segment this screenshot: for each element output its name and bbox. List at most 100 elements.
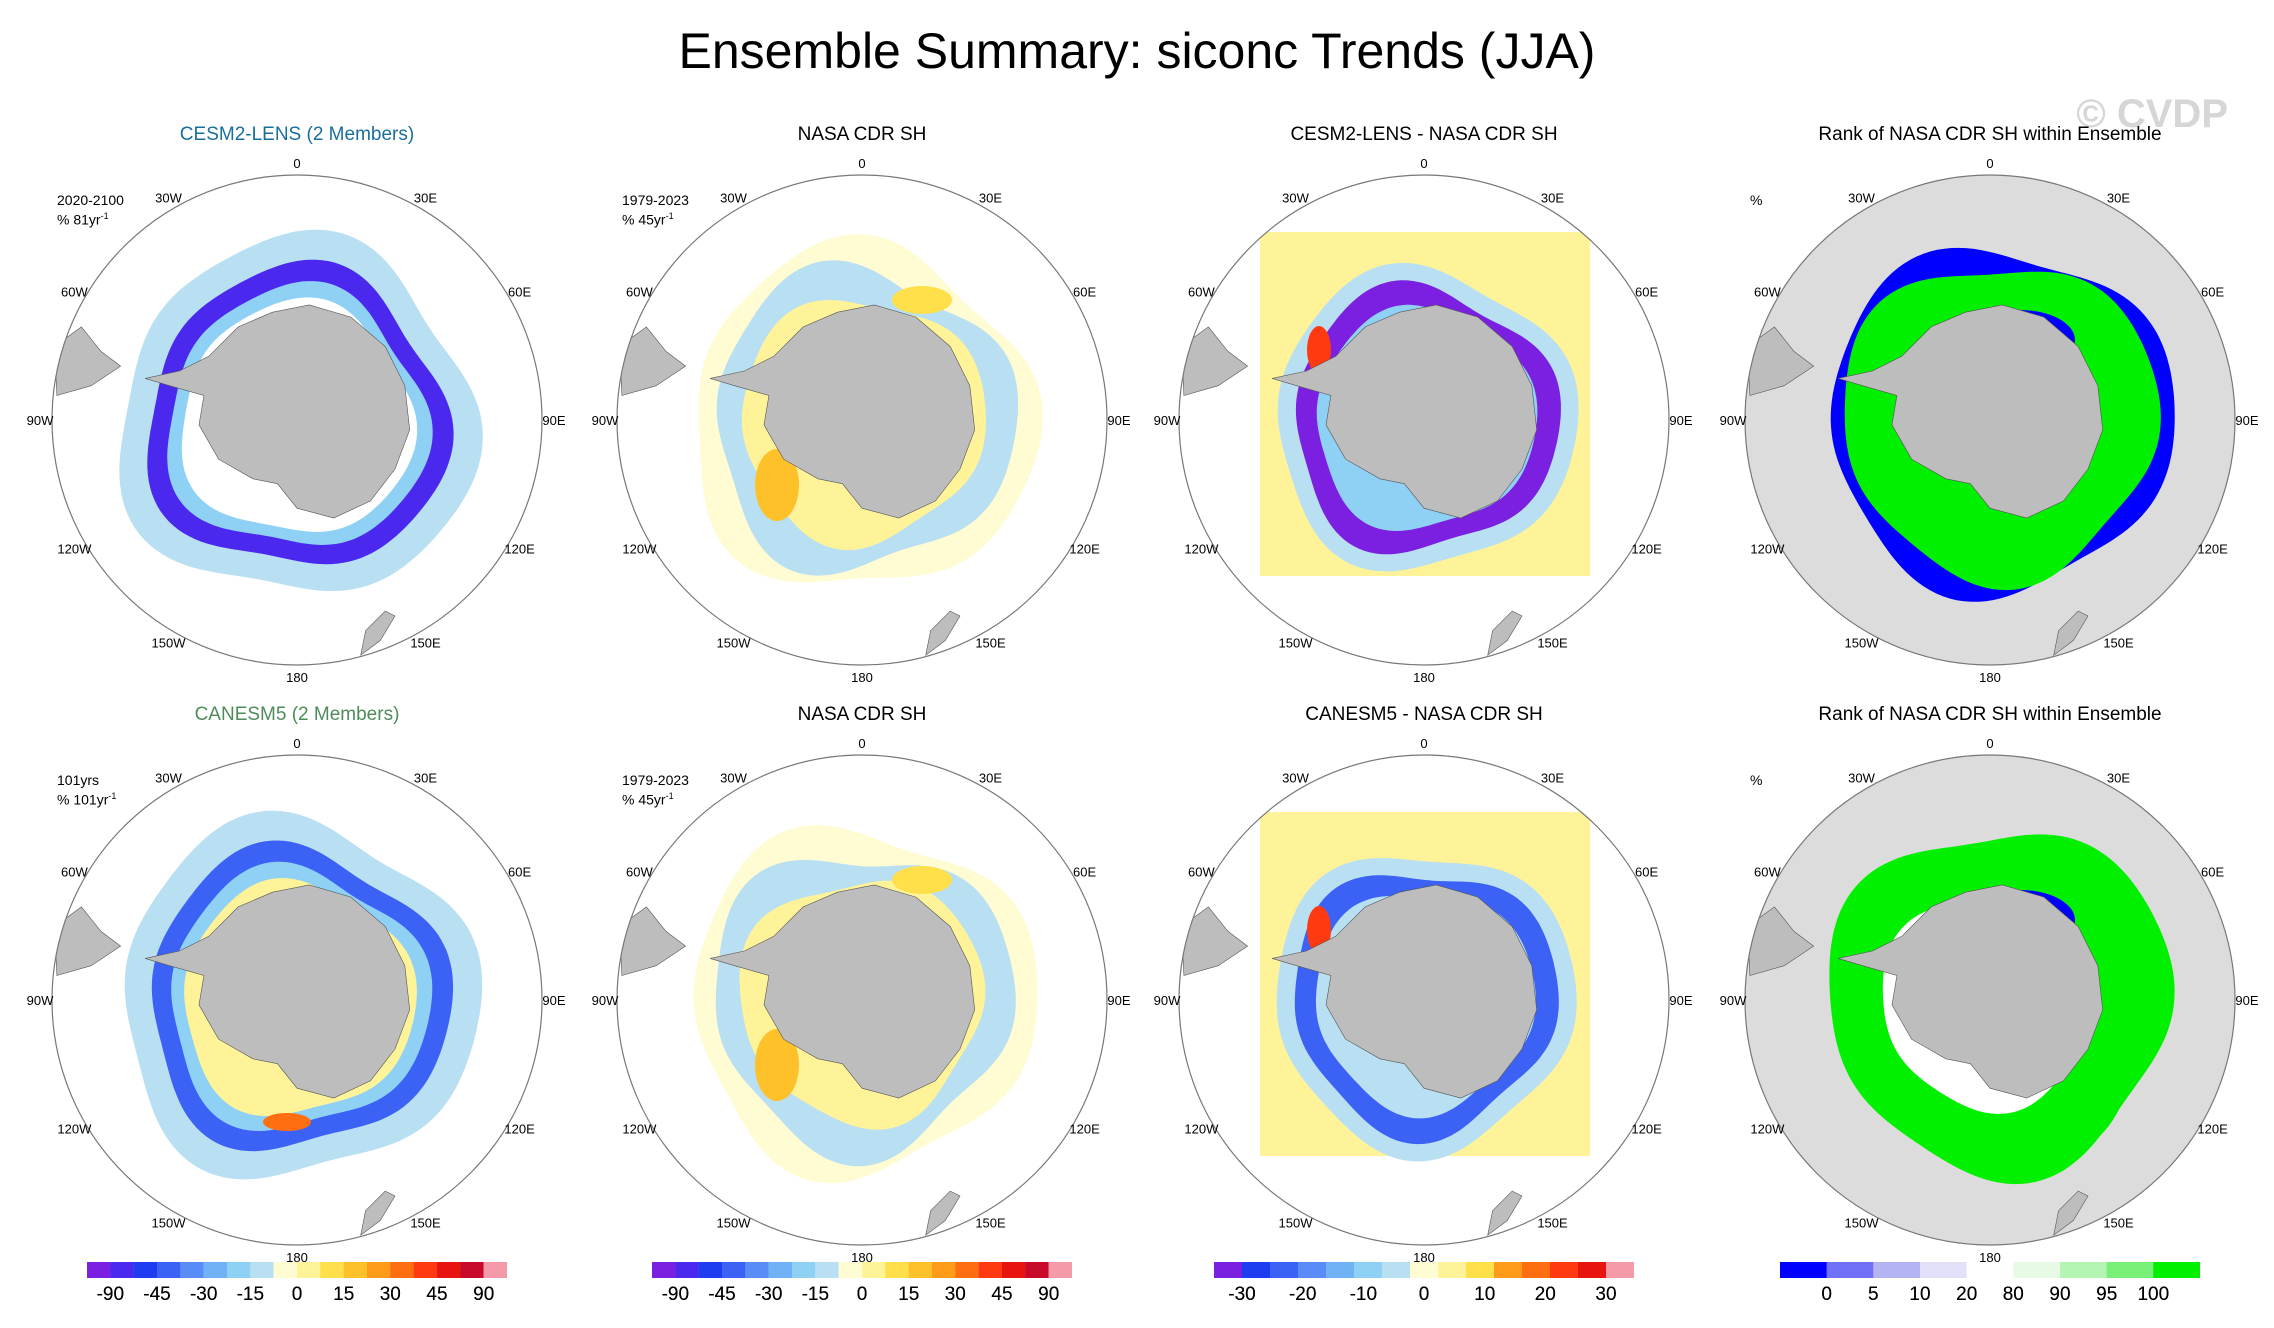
colorbar-label: 30 [380, 1284, 401, 1305]
colorbar-swatch [1048, 1262, 1072, 1278]
lon-label: 60W [1188, 865, 1215, 880]
map-panel-r1c3: 0 30E 60E 90E 120E 150E 180 150W 120W 90W 60W 30W [1154, 156, 1693, 685]
lon-label: 60E [2201, 285, 2224, 300]
colorbar-label: -45 [143, 1284, 170, 1305]
panel-note-line1: % [1750, 192, 1763, 208]
colorbar-label: 45 [426, 1284, 447, 1305]
lon-label: 60E [508, 865, 531, 880]
lon-label: 90W [1154, 413, 1181, 428]
lon-label: 30W [1848, 190, 1875, 205]
colorbar-swatch [815, 1262, 839, 1278]
colorbar-label: -30 [1228, 1284, 1255, 1305]
south-america-land [1181, 906, 1249, 976]
lon-label: 150E [410, 636, 441, 651]
colorbar-label: -30 [755, 1284, 782, 1305]
lon-label: 0 [1420, 156, 1427, 171]
lon-label: 90E [542, 993, 565, 1008]
map-border [51, 754, 543, 1246]
lon-label: 120E [1069, 542, 1100, 557]
colorbar-swatch [413, 1262, 437, 1278]
lon-label: 90W [27, 993, 54, 1008]
south-america-land [619, 326, 687, 396]
colorbar-label: 15 [898, 1284, 919, 1305]
colorbar-label: 30 [1595, 1284, 1616, 1305]
lon-label: 30E [414, 770, 437, 785]
map-border [51, 174, 543, 666]
map-panel-r2c3: 0 30E 60E 90E 120E 150E 180 150W 120W 90W 60W 30W [1154, 736, 1693, 1265]
lon-label: 90W [592, 993, 619, 1008]
map-border [616, 754, 1108, 1246]
south-america-land [1181, 326, 1249, 396]
lon-label: 90E [1669, 993, 1692, 1008]
colorbar-label: -90 [662, 1284, 689, 1305]
antarctica-land [1838, 884, 2104, 1099]
colorbar-label: 0 [1419, 1284, 1430, 1305]
panel-note-units: % 45yr [622, 211, 666, 228]
colorbar-swatch [1270, 1262, 1298, 1278]
colorbar-swatch [2106, 1262, 2154, 1278]
panel-title: Rank of NASA CDR SH within Ensemble [1818, 704, 2162, 725]
lon-label: 60E [508, 285, 531, 300]
lon-label: 30E [1541, 190, 1564, 205]
panel-note-sup: -1 [108, 791, 117, 801]
colorbar-swatch [180, 1262, 204, 1278]
lon-label: 150W [152, 1216, 187, 1231]
lon-label: 150E [1537, 1216, 1568, 1231]
colorbar-label: -30 [755, 1284, 782, 1305]
lon-label: 150W [1845, 1216, 1880, 1231]
colorbar-label: 15 [333, 1284, 354, 1305]
colorbar-swatch [675, 1262, 699, 1278]
colorbar-label: 100 [2137, 1284, 2169, 1305]
lon-label: 120E [1631, 1122, 1662, 1137]
lon-label: 150W [1279, 636, 1314, 651]
lon-label: 0 [1986, 736, 1993, 751]
lon-label: 0 [858, 736, 865, 751]
lon-label: 120E [504, 542, 535, 557]
colorbar-swatch [437, 1262, 461, 1278]
lon-label: 90E [542, 413, 565, 428]
panel-note-sup: -1 [665, 791, 674, 801]
colorbar-label: -90 [97, 1284, 124, 1305]
colorbar-label: -15 [237, 1284, 264, 1305]
lon-label: 90E [1107, 993, 1130, 1008]
lon-label: 150W [1845, 636, 1880, 651]
colorbar-label: 20 [1535, 1284, 1556, 1305]
antarctica-land [145, 304, 411, 519]
colorbar-swatch [157, 1262, 181, 1278]
lon-label: 120W [1750, 542, 1785, 557]
colorbar-label: -30 [190, 1284, 217, 1305]
lon-label: 120W [57, 542, 92, 557]
colorbar-swatch [2060, 1262, 2107, 1278]
colorbar-swatch [1578, 1262, 1606, 1278]
panel-note-line1: % [1750, 772, 1763, 788]
lon-label: 30W [720, 770, 747, 785]
antarctica-land [1272, 884, 1538, 1099]
colorbar-label: -20 [1289, 1284, 1316, 1305]
lon-label: 0 [293, 736, 300, 751]
colorbar-label: -15 [802, 1284, 829, 1305]
colorbar-swatch [768, 1262, 792, 1278]
colorbar-label: 20 [1956, 1284, 1977, 1305]
lon-label: 90E [2235, 993, 2258, 1008]
colorbar-label: 95 [2096, 1284, 2117, 1305]
colorbar-label: -45 [708, 1284, 735, 1305]
colorbar-swatch [745, 1262, 769, 1278]
lon-label: 30W [720, 190, 747, 205]
lon-label: 90W [1154, 993, 1181, 1008]
antarctica-land [710, 884, 976, 1099]
panel-note: 101yrs% 101yr-1 [57, 772, 116, 808]
lon-label: 150E [2103, 1216, 2134, 1231]
colorbar-swatch [250, 1262, 274, 1278]
colorbar-label: 5 [1868, 1284, 1879, 1305]
panel-note: % [1750, 772, 1762, 788]
colorbar-label: 15 [333, 1284, 354, 1305]
colorbar-swatch [367, 1262, 391, 1278]
lon-label: 150W [717, 1216, 752, 1231]
map-panel-r2c1: 0 30E 60E 90E 120E 150E 180 150W 120W 90W 60W 30W [27, 736, 566, 1265]
lon-label: 120W [622, 1122, 657, 1137]
colorbar-swatch [273, 1262, 297, 1278]
lon-label: 60W [626, 285, 653, 300]
colorbar-swatch [1780, 1262, 1827, 1278]
lon-label: 90E [1107, 413, 1130, 428]
colorbar-swatch [390, 1262, 414, 1278]
